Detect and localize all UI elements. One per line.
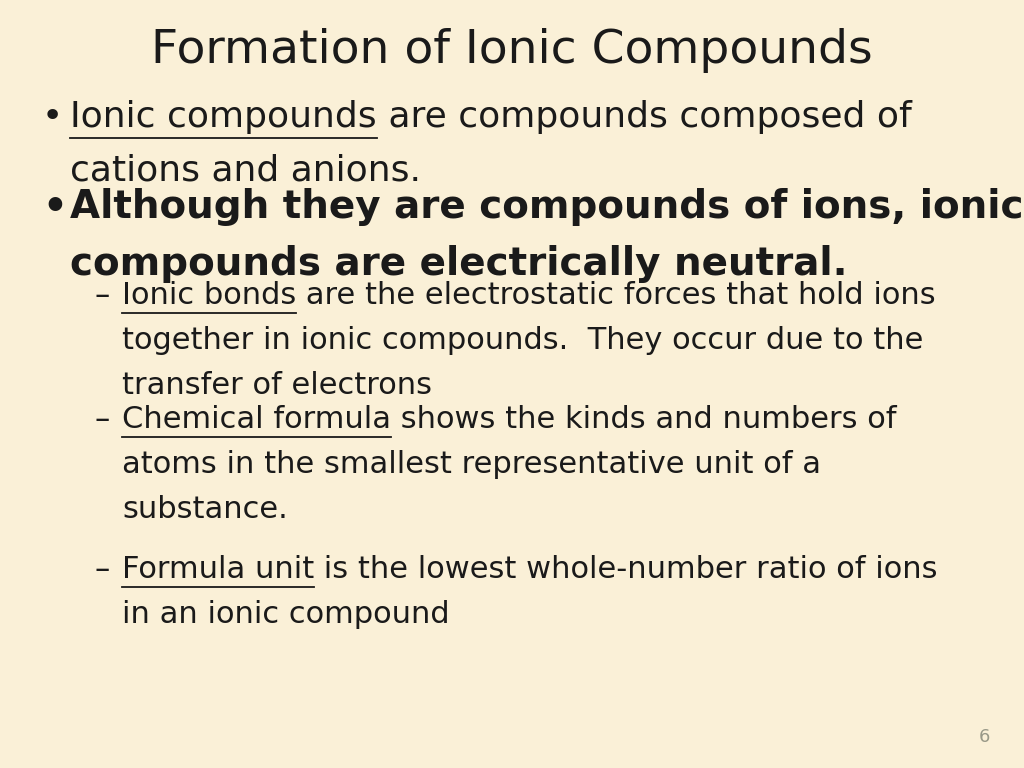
- Text: –: –: [94, 555, 110, 584]
- Text: –: –: [94, 405, 110, 434]
- Text: together in ionic compounds.  They occur due to the: together in ionic compounds. They occur …: [122, 326, 924, 355]
- Text: in an ionic compound: in an ionic compound: [122, 600, 450, 629]
- Text: atoms in the smallest representative unit of a: atoms in the smallest representative uni…: [122, 450, 821, 479]
- Text: –: –: [94, 281, 110, 310]
- Text: compounds are electrically neutral.: compounds are electrically neutral.: [70, 245, 848, 283]
- Text: are the electrostatic forces that hold ions: are the electrostatic forces that hold i…: [296, 281, 936, 310]
- Text: •: •: [42, 100, 63, 134]
- Text: Formula unit: Formula unit: [122, 555, 314, 584]
- Text: Ionic bonds: Ionic bonds: [122, 281, 296, 310]
- Text: 6: 6: [979, 728, 990, 746]
- Text: •: •: [42, 188, 67, 226]
- Text: substance.: substance.: [122, 495, 288, 525]
- Text: Although they are compounds of ions, ionic: Although they are compounds of ions, ion…: [70, 188, 1024, 226]
- Text: Formation of Ionic Compounds: Formation of Ionic Compounds: [152, 28, 872, 73]
- Text: shows the kinds and numbers of: shows the kinds and numbers of: [391, 405, 896, 434]
- Text: Ionic compounds: Ionic compounds: [70, 100, 377, 134]
- Text: Chemical formula: Chemical formula: [122, 405, 391, 434]
- Text: is the lowest whole-number ratio of ions: is the lowest whole-number ratio of ions: [314, 555, 938, 584]
- Text: transfer of electrons: transfer of electrons: [122, 371, 432, 400]
- Text: cations and anions.: cations and anions.: [70, 154, 421, 187]
- Text: are compounds composed of: are compounds composed of: [377, 100, 911, 134]
